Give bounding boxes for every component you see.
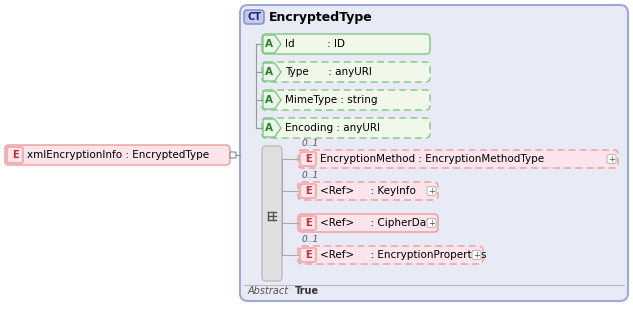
Text: Id          : ID: Id : ID xyxy=(285,39,345,49)
FancyBboxPatch shape xyxy=(262,34,430,54)
Polygon shape xyxy=(263,119,281,137)
Text: CT: CT xyxy=(247,12,261,22)
FancyBboxPatch shape xyxy=(262,90,430,110)
Polygon shape xyxy=(263,35,281,53)
Text: +: + xyxy=(428,187,435,196)
FancyBboxPatch shape xyxy=(244,10,264,24)
Text: E: E xyxy=(304,154,311,164)
FancyBboxPatch shape xyxy=(300,152,316,166)
Text: EncryptedType: EncryptedType xyxy=(269,11,373,23)
FancyBboxPatch shape xyxy=(230,152,236,158)
FancyBboxPatch shape xyxy=(240,5,628,301)
Text: +: + xyxy=(608,154,615,163)
Text: Type      : anyURI: Type : anyURI xyxy=(285,67,372,77)
Text: True: True xyxy=(295,286,319,296)
Text: MimeType : string: MimeType : string xyxy=(285,95,377,105)
Text: E: E xyxy=(11,150,18,160)
Polygon shape xyxy=(263,91,281,109)
FancyBboxPatch shape xyxy=(300,216,316,230)
Text: Encoding : anyURI: Encoding : anyURI xyxy=(285,123,380,133)
Text: E: E xyxy=(304,186,311,196)
FancyBboxPatch shape xyxy=(262,146,282,281)
Text: A: A xyxy=(265,39,273,49)
FancyBboxPatch shape xyxy=(607,154,616,163)
FancyBboxPatch shape xyxy=(298,214,438,232)
FancyBboxPatch shape xyxy=(5,145,230,165)
Text: A: A xyxy=(265,95,273,105)
Text: 0..1: 0..1 xyxy=(302,235,319,244)
Text: <Ref>     : EncryptionProperties: <Ref> : EncryptionProperties xyxy=(320,250,487,260)
Text: +: + xyxy=(428,218,435,227)
FancyBboxPatch shape xyxy=(427,187,436,196)
FancyBboxPatch shape xyxy=(298,150,618,168)
Text: Abstract: Abstract xyxy=(248,286,289,296)
FancyBboxPatch shape xyxy=(472,251,481,260)
Text: <Ref>     : CipherData: <Ref> : CipherData xyxy=(320,218,437,228)
FancyBboxPatch shape xyxy=(262,118,430,138)
FancyBboxPatch shape xyxy=(298,246,483,264)
Text: A: A xyxy=(265,67,273,77)
FancyBboxPatch shape xyxy=(262,62,430,82)
Text: E: E xyxy=(304,218,311,228)
Text: <Ref>     : KeyInfo: <Ref> : KeyInfo xyxy=(320,186,416,196)
FancyBboxPatch shape xyxy=(300,184,316,198)
FancyBboxPatch shape xyxy=(298,182,438,200)
Text: E: E xyxy=(304,250,311,260)
FancyBboxPatch shape xyxy=(427,218,436,227)
Polygon shape xyxy=(263,63,281,81)
FancyBboxPatch shape xyxy=(7,147,23,163)
Text: A: A xyxy=(265,123,273,133)
Text: 0..1: 0..1 xyxy=(302,171,319,180)
Text: 0..1: 0..1 xyxy=(302,139,319,148)
FancyBboxPatch shape xyxy=(300,248,316,262)
Text: +: + xyxy=(473,251,480,260)
Text: xmlEncryptionInfo : EncryptedType: xmlEncryptionInfo : EncryptedType xyxy=(27,150,209,160)
Text: EncryptionMethod : EncryptionMethodType: EncryptionMethod : EncryptionMethodType xyxy=(320,154,544,164)
